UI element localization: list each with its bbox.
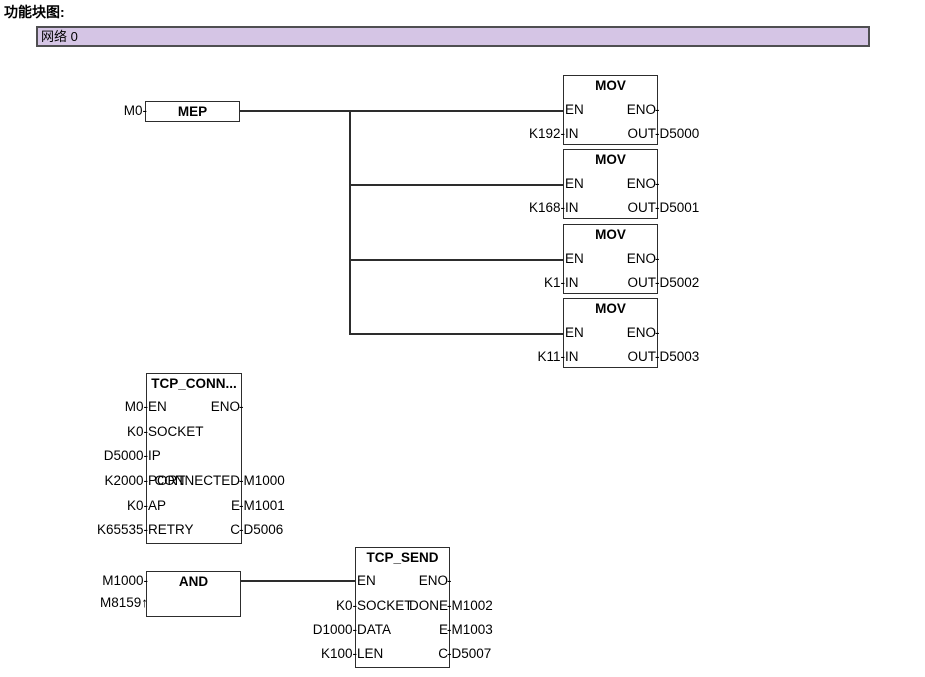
mov1-pin-en: EN (565, 102, 584, 117)
mov3-out-operand: -D5002 (655, 275, 700, 290)
and-input2-operand: M8159↑ (99, 595, 148, 610)
mov3-pin-in: IN (565, 275, 579, 290)
mov3-pin-en: EN (565, 251, 584, 266)
network-header-bar[interactable]: 网络 0 (36, 26, 870, 47)
mov2-pin-in: IN (565, 200, 579, 215)
mov2-pin-out: OUT (627, 200, 657, 215)
mov1-pin-eno: ENO (626, 102, 656, 117)
mov-block-1[interactable]: MOV (563, 75, 658, 145)
mov3-pin-eno: ENO (626, 251, 656, 266)
wire-and-to-tcpsend (241, 580, 355, 582)
tcpconn-en-operand: M0- (124, 399, 148, 414)
tcpsend-e-operand: -M1003 (447, 622, 493, 637)
mov1-pin-in: IN (565, 126, 579, 141)
tcpsend-pin-len: LEN (357, 646, 384, 661)
and-input1-operand: M1000- (102, 573, 148, 588)
tcpconn-connected-operand: -M1000 (239, 473, 285, 488)
tcpconn-ip-operand: D5000- (103, 448, 148, 463)
mov-block-4-title: MOV (595, 301, 626, 316)
tcpconn-c-operand: -D5006 (239, 522, 284, 537)
mov-block-1-title: MOV (595, 78, 626, 93)
tcpsend-pin-done: DONE (408, 598, 448, 613)
mov-block-4[interactable]: MOV (563, 298, 658, 368)
wire-branch-to-mov3 (349, 259, 563, 261)
mov4-pin-out: OUT (627, 349, 657, 364)
mov4-out-operand: -D5003 (655, 349, 700, 364)
tcpconn-ap-operand: K0- (126, 498, 148, 513)
tcpsend-pin-e: E (438, 622, 448, 637)
mov4-in-operand: K11- (537, 349, 565, 364)
mep-block[interactable]: MEP (145, 101, 240, 122)
tcpconn-pin-ap: AP (148, 498, 167, 513)
mov1-eno-stub: - (655, 102, 660, 117)
tcpconn-pin-e: E (230, 498, 240, 513)
mov3-pin-out: OUT (627, 275, 657, 290)
tcp-send-block[interactable]: TCP_SEND (355, 547, 450, 668)
mov3-in-operand: K1- (543, 275, 565, 290)
mep-block-title: MEP (177, 104, 208, 119)
tcpsend-eno-stub: - (447, 573, 452, 588)
mov2-out-operand: -D5001 (655, 200, 700, 215)
tcpsend-pin-en: EN (357, 573, 376, 588)
wire-branch-to-mov4 (349, 333, 563, 335)
tcpconn-eno-stub: - (239, 399, 244, 414)
mov4-eno-stub: - (655, 325, 660, 340)
tcpconn-port-operand: K2000- (104, 473, 148, 488)
wire-mep-to-mov1 (240, 110, 563, 112)
and-block-title: AND (178, 574, 209, 589)
tcpsend-data-operand: D1000- (312, 622, 357, 637)
mov-block-3[interactable]: MOV (563, 224, 658, 294)
mov2-eno-stub: - (655, 176, 660, 191)
tcpconn-socket-operand: K0- (126, 424, 148, 439)
tcpsend-pin-data: DATA (357, 622, 392, 637)
page-title: 功能块图: (4, 4, 65, 20)
mov-block-2[interactable]: MOV (563, 149, 658, 219)
wire-branch-to-mov2 (349, 184, 563, 186)
mov4-pin-en: EN (565, 325, 584, 340)
mov3-eno-stub: - (655, 251, 660, 266)
tcpconn-pin-socket: SOCKET (148, 424, 204, 439)
tcpconn-pin-c: C (230, 522, 240, 537)
mov2-pin-en: EN (565, 176, 584, 191)
tcp-conn-block[interactable]: TCP_CONN... (146, 373, 242, 544)
mep-input-operand: M0- (123, 103, 147, 118)
mov1-out-operand: -D5000 (655, 126, 700, 141)
network-title: 网络 0 (41, 29, 78, 44)
tcpsend-pin-c: C (438, 646, 448, 661)
tcpsend-pin-eno: ENO (418, 573, 448, 588)
tcpsend-pin-socket: SOCKET (357, 598, 413, 613)
tcpconn-pin-ip: IP (148, 448, 161, 463)
tcpsend-done-operand: -M1002 (447, 598, 493, 613)
tcpconn-pin-en: EN (148, 399, 167, 414)
tcpsend-c-operand: -D5007 (447, 646, 492, 661)
mov4-pin-in: IN (565, 349, 579, 364)
mov1-pin-out: OUT (627, 126, 657, 141)
wire-branch-vertical (349, 110, 351, 334)
mov2-in-operand: K168- (528, 200, 565, 215)
mov-block-2-title: MOV (595, 152, 626, 167)
tcpconn-pin-retry: RETRY (148, 522, 194, 537)
tcpconn-pin-port: PORT (148, 473, 186, 488)
tcpconn-retry-operand: K65535- (96, 522, 148, 537)
tcpconn-e-operand: -M1001 (239, 498, 285, 513)
tcpsend-len-operand: K100- (320, 646, 357, 661)
tcpconn-pin-eno: ENO (210, 399, 240, 414)
mov1-in-operand: K192- (528, 126, 565, 141)
tcpconn-pin-connected: CONNECTED (154, 473, 240, 488)
and-block[interactable]: AND (146, 571, 241, 617)
mov2-pin-eno: ENO (626, 176, 656, 191)
tcp-send-block-title: TCP_SEND (366, 550, 439, 565)
mov-block-3-title: MOV (595, 227, 626, 242)
tcp-conn-block-title: TCP_CONN... (151, 376, 237, 391)
mov4-pin-eno: ENO (626, 325, 656, 340)
tcpsend-socket-operand: K0- (335, 598, 357, 613)
